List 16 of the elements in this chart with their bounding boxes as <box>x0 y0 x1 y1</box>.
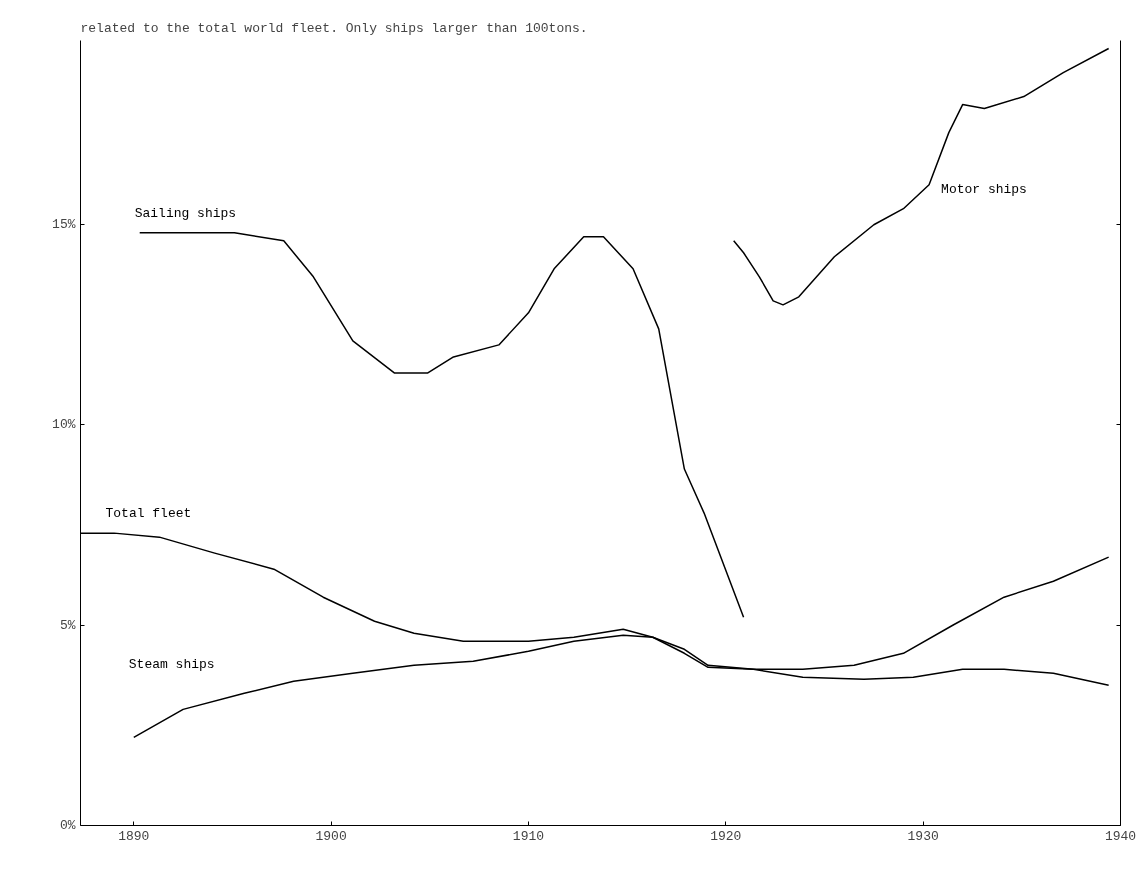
x-tick-label: 1930 <box>907 828 939 844</box>
x-tick-label: 1920 <box>710 828 742 844</box>
series-label: Sailing ships <box>134 205 237 221</box>
y-tick-label: 10% <box>52 417 76 433</box>
x-tick-label: 1910 <box>512 828 545 844</box>
y-tick-label: 15% <box>52 217 76 233</box>
line-series <box>732 47 1110 306</box>
x-tick-label: 1890 <box>118 828 150 844</box>
chart-title: related to the total world fleet. Only ships larger than 100tons. <box>80 20 588 36</box>
y-tick-label: 5% <box>59 617 76 633</box>
series-label: Total fleet <box>105 506 192 522</box>
series-label: Motor ships <box>941 181 1027 197</box>
y-tick-label: 0% <box>59 818 76 833</box>
x-tick-label: 1900 <box>315 828 347 844</box>
x-tick-label: 1940 <box>1104 828 1137 844</box>
text: Steam ships <box>128 657 215 673</box>
